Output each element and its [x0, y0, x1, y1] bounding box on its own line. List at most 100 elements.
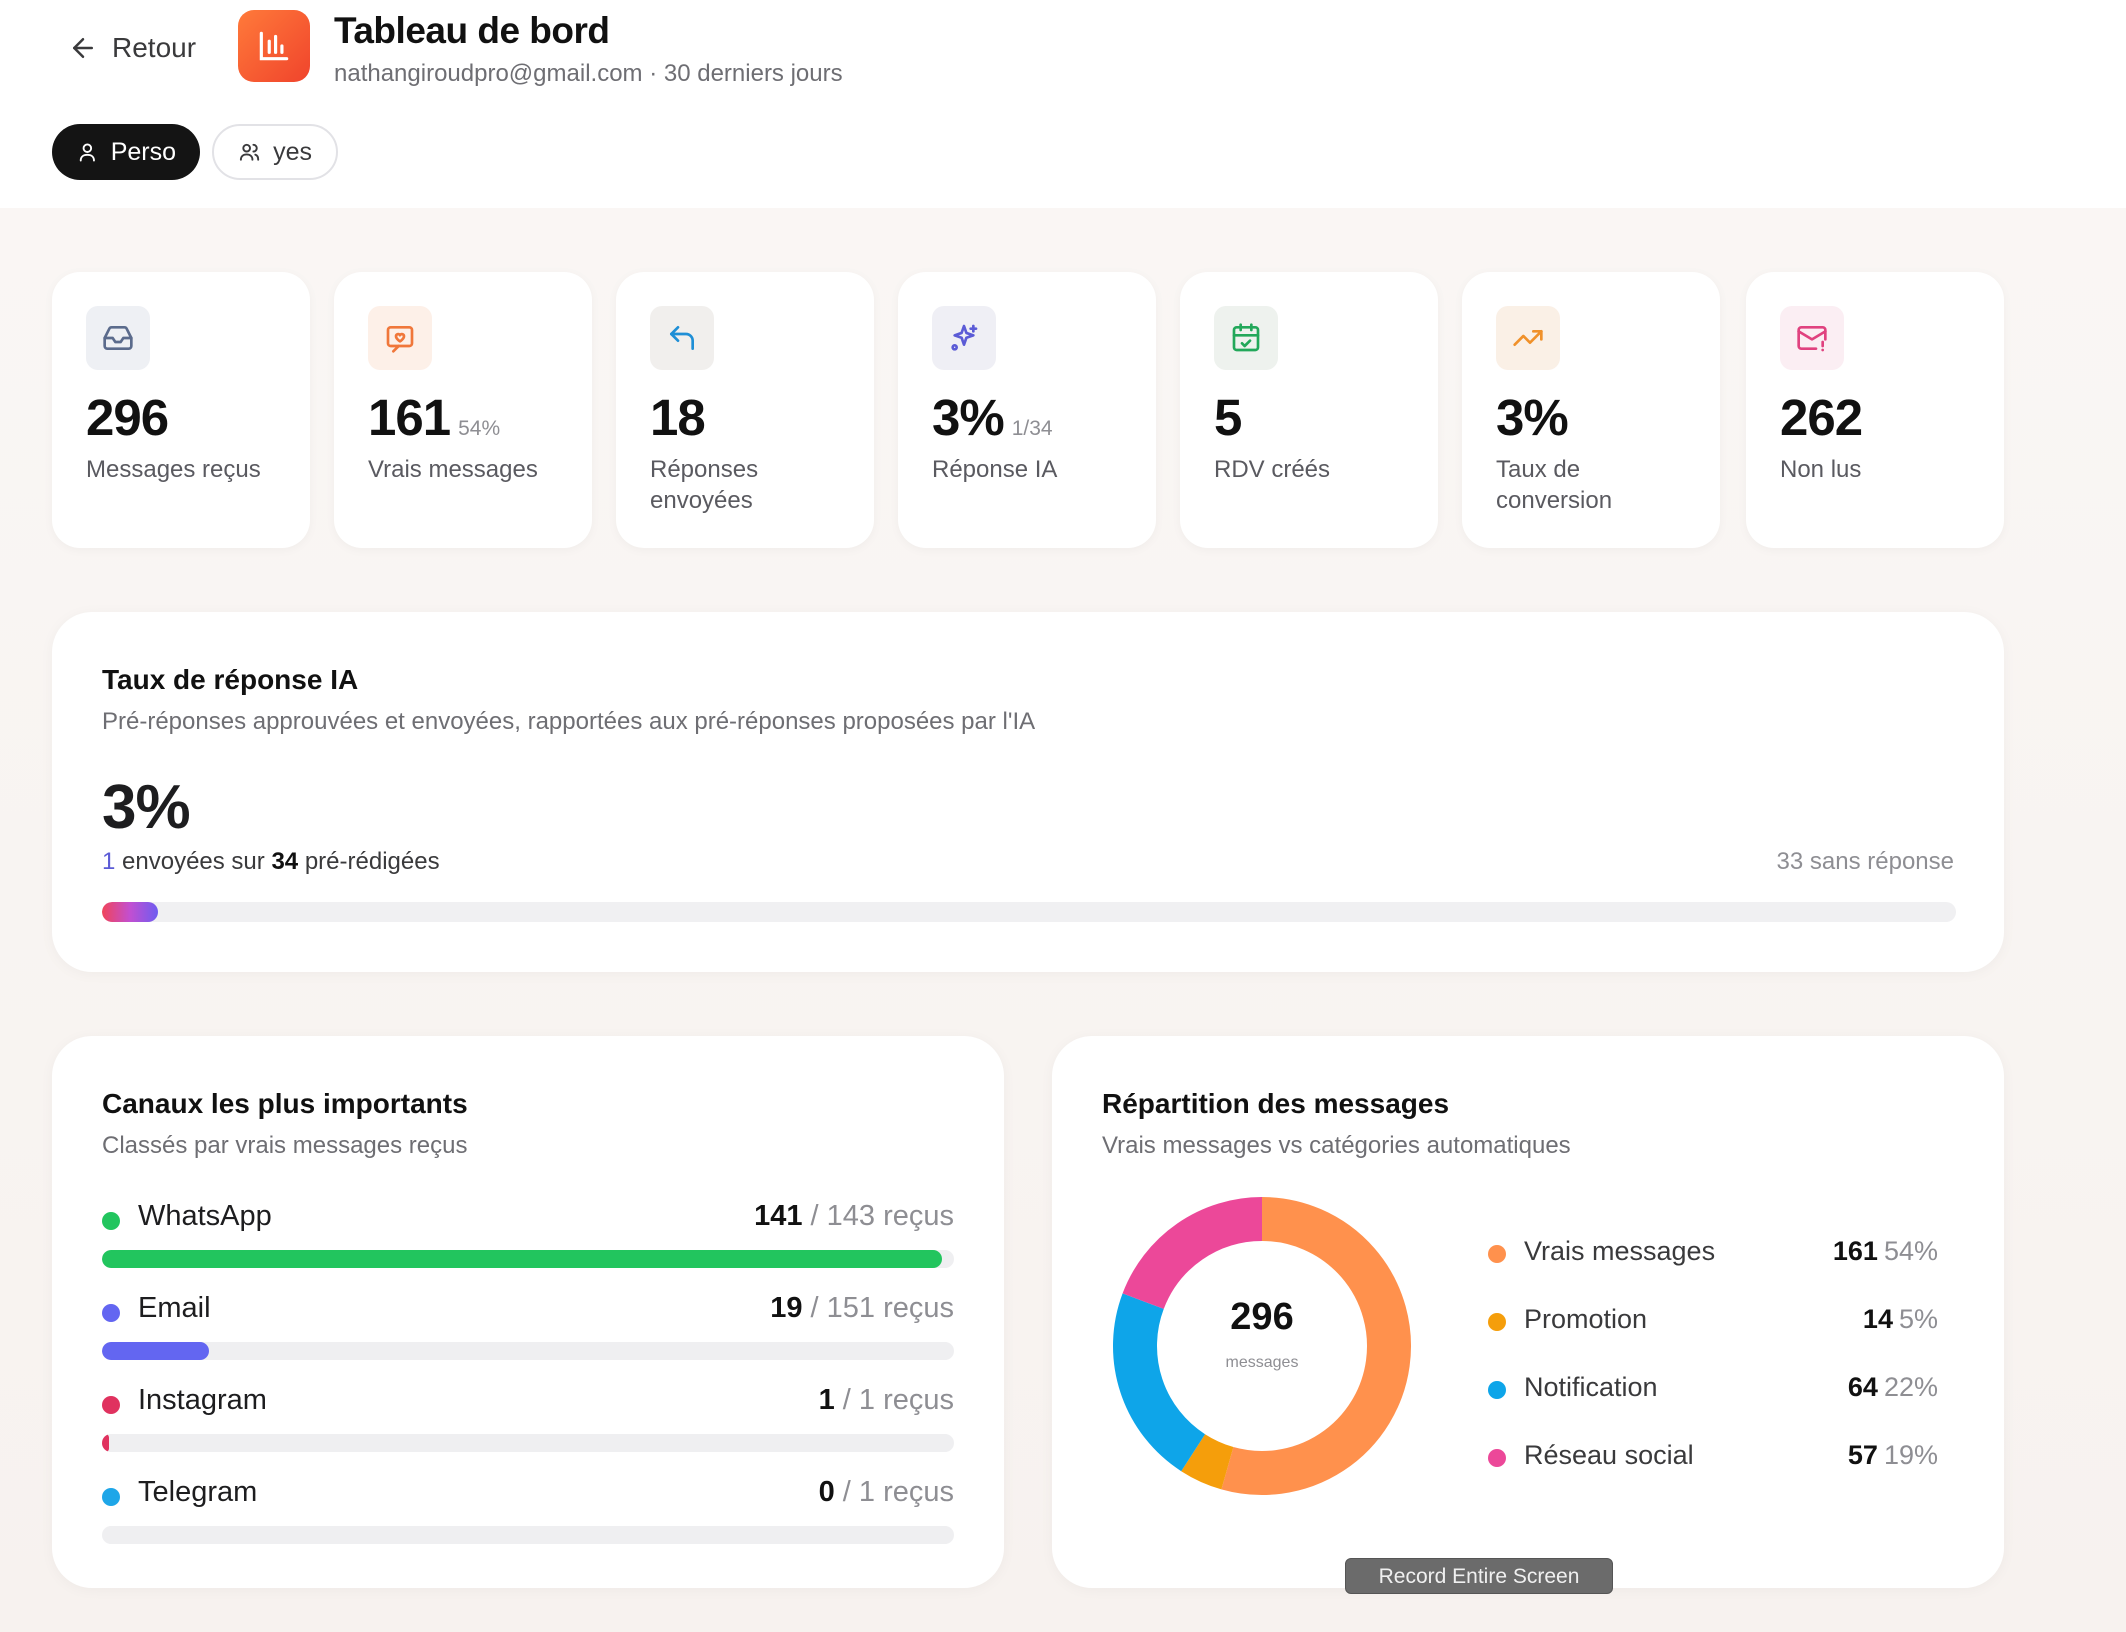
stat-value: 161 54% [368, 389, 501, 446]
legend-values: 64 22% [1847, 1372, 1938, 1402]
channel-bar-track [102, 1250, 954, 1268]
channel-dot [102, 1488, 120, 1506]
donut-slice-3 [1122, 1197, 1263, 1310]
donut-slice-1 [1181, 1433, 1234, 1490]
stat-card-ai-reply: 3% 1/34 Réponse IA [898, 272, 1156, 548]
legend-dot [1488, 1313, 1506, 1331]
channel-bar-track [102, 1342, 954, 1360]
back-button[interactable]: Retour [68, 28, 196, 68]
channel-count: 1 / 1 reçus [818, 1384, 954, 1416]
reply-icon [670, 326, 694, 350]
scope-perso-label: Perso [110, 137, 176, 166]
channel-name: WhatsApp [138, 1200, 272, 1232]
channel-bar-fill [102, 1342, 210, 1360]
legend-dot [1488, 1381, 1506, 1399]
calendar-check-icon [1232, 323, 1260, 352]
arrow-left-icon [73, 38, 93, 58]
channel-bar-fill [102, 1434, 109, 1452]
legend-item-social: Réseau social 57 19% [1488, 1438, 1938, 1478]
donut-center-label: messages [1225, 1354, 1299, 1371]
channel-bar-track [102, 1434, 954, 1452]
stat-label: Vrais messages [368, 456, 538, 483]
stat-value: 5 [1214, 389, 1242, 446]
distribution-subtitle: Vrais messages vs catégories automatique… [1102, 1132, 1571, 1159]
back-label: Retour [112, 32, 197, 63]
channel-row-whatsapp[interactable]: WhatsApp 141 / 143 reçus [102, 1198, 954, 1278]
mail-alert-icon [1797, 326, 1827, 352]
scope-yes-label: yes [273, 137, 312, 166]
channel-count: 141 / 143 reçus [754, 1200, 954, 1232]
sparkles-icon [951, 324, 978, 351]
stat-card-unread: 262 Non lus [1746, 272, 2004, 548]
ai-rate-progress-track [102, 902, 1956, 922]
stat-label: Taux de conversion [1496, 456, 1613, 514]
donut-svg [1113, 1197, 1411, 1495]
legend-dot [1488, 1449, 1506, 1467]
user-icon [79, 143, 95, 162]
stat-label: Messages reçus [86, 456, 261, 483]
page-subtitle: nathangiroudpro@gmail.com · 30 derniers … [334, 60, 843, 87]
stat-icon-wrap [650, 306, 714, 370]
stat-card-replies-sent: 18 Réponses envoyées [616, 272, 874, 548]
stat-value: 262 [1780, 389, 1863, 446]
stat-value: 18 [650, 389, 706, 446]
stat-value: 3% 1/34 [932, 389, 1053, 446]
channel-count: 0 / 1 reçus [818, 1476, 954, 1508]
users-icon [239, 143, 260, 161]
legend-item-real-messages: Vrais messages 161 54% [1488, 1234, 1938, 1274]
message-heart-icon [386, 326, 414, 353]
app-logo [238, 10, 310, 82]
channel-name: Email [138, 1292, 211, 1324]
channel-row-instagram[interactable]: Instagram 1 / 1 reçus [102, 1382, 954, 1462]
stat-card-appointments: 5 RDV créés [1180, 272, 1438, 548]
legend-values: 161 54% [1832, 1236, 1938, 1266]
ai-rate-progress-fill [102, 902, 158, 922]
scope-yes-button[interactable]: yes [212, 124, 338, 180]
stat-icon-wrap [86, 306, 150, 370]
stat-icon-wrap [932, 306, 996, 370]
stat-value: 3% [1496, 389, 1569, 446]
donut-slice-0 [1221, 1197, 1411, 1495]
ai-rate-no-reply: 33 sans réponse [1776, 848, 1954, 875]
page-title: Tableau de bord [334, 10, 610, 51]
scope-perso-button[interactable]: Perso [52, 124, 200, 180]
channels-title: Canaux les plus importants [102, 1088, 468, 1119]
channel-name: Instagram [138, 1384, 267, 1416]
stat-value: 296 [86, 389, 169, 446]
legend-item-notification: Notification 64 22% [1488, 1370, 1938, 1410]
channel-dot [102, 1212, 120, 1230]
donut-center-value: 296 [1230, 1296, 1294, 1338]
channels-card: Canaux les plus importants Classés par v… [52, 1036, 1004, 1588]
channel-bar-fill [102, 1250, 943, 1268]
channel-dot [102, 1396, 120, 1414]
legend-name: Vrais messages [1524, 1236, 1716, 1266]
trending-up-icon [1513, 330, 1543, 346]
stat-card-conversion: 3% Taux de conversion [1462, 272, 1720, 548]
stat-card-messages-received: 296 Messages reçus [52, 272, 310, 548]
channel-bar-track [102, 1526, 954, 1544]
stat-label: RDV créés [1214, 456, 1331, 483]
channel-name: Telegram [138, 1476, 258, 1508]
record-screen-button[interactable]: Record Entire Screen [1345, 1558, 1613, 1594]
stat-label: Réponses envoyées [650, 456, 759, 514]
channel-row-email[interactable]: Email 19 / 151 reçus [102, 1290, 954, 1370]
stat-icon-wrap [1780, 306, 1844, 370]
ai-rate-card: Taux de réponse IA Pré-réponses approuvé… [52, 612, 2004, 972]
channels-subtitle: Classés par vrais messages reçus [102, 1132, 468, 1159]
donut-slice-2 [1113, 1293, 1206, 1472]
ai-rate-value: 3% [102, 773, 191, 842]
stat-icon-wrap [368, 306, 432, 370]
stat-card-real-messages: 161 54% Vrais messages [334, 272, 592, 548]
bar-chart-icon [259, 31, 289, 61]
stat-icon-wrap [1496, 306, 1560, 370]
channel-row-telegram[interactable]: Telegram 0 / 1 reçus [102, 1474, 954, 1554]
ai-rate-detail: 1 envoyées sur 34 pré-rédigées [102, 848, 440, 875]
legend-values: 14 5% [1862, 1304, 1938, 1334]
ai-rate-title: Taux de réponse IA [102, 664, 359, 695]
legend-name: Réseau social [1524, 1440, 1694, 1470]
top-bar: Retour Tableau de bord nathangiroudpro@g… [0, 0, 2126, 208]
channel-dot [102, 1304, 120, 1322]
channel-count: 19 / 151 reçus [770, 1292, 954, 1324]
ai-rate-subtitle: Pré-réponses approuvées et envoyées, rap… [102, 708, 1036, 735]
distribution-title: Répartition des messages [1102, 1088, 1450, 1119]
